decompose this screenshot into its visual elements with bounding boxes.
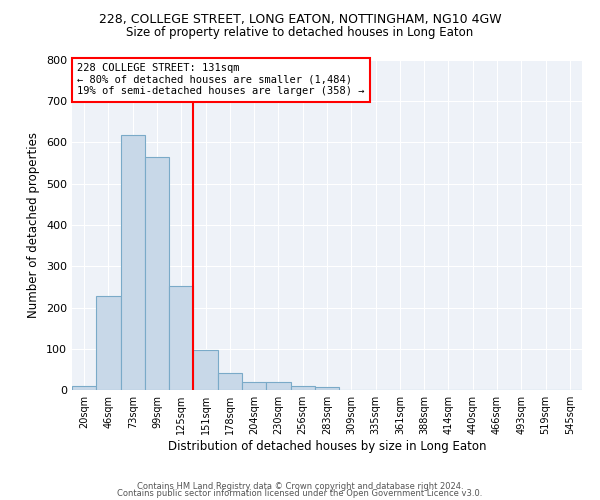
Bar: [242, 382, 266, 390]
Bar: [290, 386, 315, 390]
Bar: [266, 382, 290, 390]
Bar: [145, 157, 169, 390]
Bar: [72, 386, 96, 390]
Bar: [193, 350, 218, 390]
Text: Size of property relative to detached houses in Long Eaton: Size of property relative to detached ho…: [127, 26, 473, 39]
Bar: [218, 372, 242, 390]
Text: 228, COLLEGE STREET, LONG EATON, NOTTINGHAM, NG10 4GW: 228, COLLEGE STREET, LONG EATON, NOTTING…: [98, 12, 502, 26]
Text: Contains public sector information licensed under the Open Government Licence v3: Contains public sector information licen…: [118, 490, 482, 498]
Text: Contains HM Land Registry data © Crown copyright and database right 2024.: Contains HM Land Registry data © Crown c…: [137, 482, 463, 491]
Text: 228 COLLEGE STREET: 131sqm
← 80% of detached houses are smaller (1,484)
19% of s: 228 COLLEGE STREET: 131sqm ← 80% of deta…: [77, 64, 365, 96]
Y-axis label: Number of detached properties: Number of detached properties: [28, 132, 40, 318]
Bar: [121, 134, 145, 390]
Bar: [315, 387, 339, 390]
X-axis label: Distribution of detached houses by size in Long Eaton: Distribution of detached houses by size …: [168, 440, 486, 453]
Bar: [96, 296, 121, 390]
Bar: [169, 286, 193, 390]
